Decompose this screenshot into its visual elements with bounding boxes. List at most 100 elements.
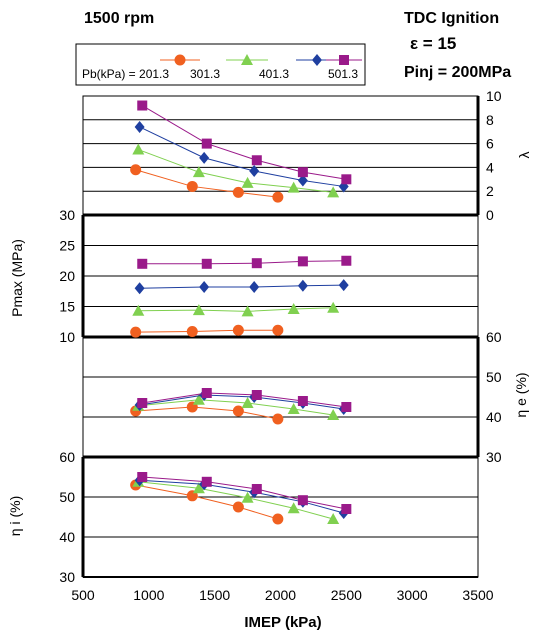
lambda-point-201.3 — [232, 186, 244, 198]
lambda-tick-label: 4 — [486, 159, 494, 175]
tick-label-layer: 0 2 4 6 8 10 10 15 20 25 30 30 40 50 60 30 40 50 60 500 1000… — [59, 88, 501, 603]
eta_i-point-201.3 — [232, 501, 244, 513]
x-tick-label: 1000 — [133, 587, 164, 603]
lambda-point-501.3 — [341, 174, 352, 185]
pmax-series-line-301.3 — [138, 307, 334, 312]
frame-layer — [81, 95, 480, 578]
lambda-tick-label: 0 — [486, 207, 494, 223]
x-axis-title: IMEP (kPa) — [244, 614, 321, 631]
pmax-tick-label: 15 — [59, 299, 75, 315]
eta_i-point-501.3 — [251, 484, 262, 494]
legend-label-401: 401.3 — [259, 67, 289, 81]
pmax-tick-label: 30 — [59, 207, 75, 223]
pmax-axis-title: Pmax (MPa) — [9, 239, 25, 317]
pmax-point-401.3 — [297, 279, 308, 292]
pmax-point-301.3 — [192, 304, 205, 316]
x-tick-label: 3500 — [462, 587, 493, 603]
lambda-tick-label: 6 — [486, 136, 494, 152]
eta_e-point-501.3 — [251, 390, 262, 400]
pmax-series-line-501.3 — [142, 260, 347, 265]
pmax-tick-label: 20 — [59, 268, 75, 284]
eta_e-point-301.3 — [192, 393, 205, 405]
x-tick-label: 3000 — [397, 587, 428, 603]
eta_i-point-301.3 — [192, 482, 205, 494]
eta_e-tick-label: 30 — [486, 449, 502, 465]
lambda-point-401.3 — [297, 174, 308, 187]
pmax-point-301.3 — [132, 304, 145, 316]
legend-prefix: Pb(kPa) = 201.3 — [82, 67, 169, 81]
eta_i-point-501.3 — [341, 504, 352, 514]
eta_e-point-301.3 — [327, 409, 340, 420]
lambda-point-301.3 — [132, 143, 145, 155]
x-tick-label: 2500 — [331, 587, 362, 603]
lambda-point-201.3 — [272, 191, 284, 203]
legend-markers — [160, 54, 362, 66]
lambda-tick-label: 8 — [486, 112, 494, 128]
eta_e-tick-label: 50 — [486, 369, 502, 385]
legend-marker-401.3 — [312, 54, 322, 66]
pmax-series-line-401.3 — [139, 284, 344, 289]
eta_e-point-501.3 — [137, 398, 148, 408]
eta-i-axis-title: η i (%) — [7, 496, 23, 536]
legend-marker-201.3 — [174, 54, 186, 66]
series-layer — [130, 100, 352, 525]
legend-marker-301.3 — [241, 54, 253, 65]
eta_e-point-301.3 — [287, 403, 300, 414]
legend: Pb(kPa) = 201.3 301.3 401.3 501.3 — [75, 43, 366, 86]
x-tick-label: 1500 — [199, 587, 230, 603]
pmax-point-301.3 — [327, 301, 340, 313]
eta_i-series-line-201.3 — [135, 484, 279, 520]
pmax-point-501.3 — [297, 256, 308, 267]
x-tick-label: 2000 — [265, 587, 296, 603]
injection-label: Pinj = 200MPa — [404, 64, 511, 81]
lambda-point-201.3 — [130, 164, 142, 176]
lambda-point-401.3 — [249, 164, 260, 177]
pmax-tick-label: 10 — [59, 329, 75, 345]
pmax-point-401.3 — [338, 279, 349, 292]
eta_i-point-301.3 — [327, 513, 340, 524]
pmax-point-401.3 — [134, 282, 145, 295]
lambda-point-301.3 — [327, 186, 340, 198]
lambda-axis-title: λ — [516, 152, 532, 159]
eta_i-point-501.3 — [297, 495, 308, 506]
eta_i-point-201.3 — [186, 490, 198, 502]
lambda-series-line-201.3 — [135, 169, 278, 198]
legend-label-501: 501.3 — [328, 67, 358, 81]
eta_e-point-501.3 — [297, 396, 308, 406]
lambda-point-501.3 — [137, 100, 148, 111]
pmax-point-201.3 — [186, 326, 198, 338]
lambda-tick-label: 2 — [486, 183, 494, 199]
pmax-point-301.3 — [241, 305, 254, 317]
eta_i-tick-label: 50 — [59, 489, 75, 505]
lambda-tick-label: 10 — [486, 88, 502, 104]
pmax-point-201.3 — [232, 324, 244, 336]
lambda-point-401.3 — [134, 120, 145, 133]
lambda-point-501.3 — [251, 155, 262, 166]
eta_e-point-501.3 — [201, 388, 212, 398]
eta_e-series-line-201.3 — [135, 406, 278, 420]
lambda-point-301.3 — [287, 181, 300, 193]
lambda-point-201.3 — [186, 180, 198, 192]
eta_e-point-501.3 — [341, 402, 352, 412]
lambda-point-401.3 — [199, 151, 210, 164]
lambda-point-501.3 — [297, 167, 308, 178]
ignition-label: TDC Ignition — [404, 10, 499, 27]
pmax-point-501.3 — [341, 255, 352, 266]
eta_i-point-201.3 — [272, 513, 284, 525]
x-tick-label: 500 — [71, 587, 95, 603]
lambda-point-301.3 — [241, 176, 254, 188]
lambda-series-line-401.3 — [139, 126, 344, 187]
pmax-point-201.3 — [130, 326, 142, 338]
eta_i-point-301.3 — [287, 502, 300, 514]
pmax-series-line-201.3 — [135, 329, 278, 333]
eta_i-point-301.3 — [241, 491, 254, 503]
lambda-point-301.3 — [192, 166, 205, 178]
pmax-point-401.3 — [199, 280, 210, 293]
pmax-point-501.3 — [201, 258, 212, 269]
pmax-point-201.3 — [272, 324, 284, 336]
pmax-tick-label: 25 — [59, 238, 75, 254]
eta_i-point-501.3 — [201, 476, 212, 487]
eta_e-tick-label: 60 — [486, 329, 502, 345]
compression-label: ε = 15 — [410, 34, 456, 53]
